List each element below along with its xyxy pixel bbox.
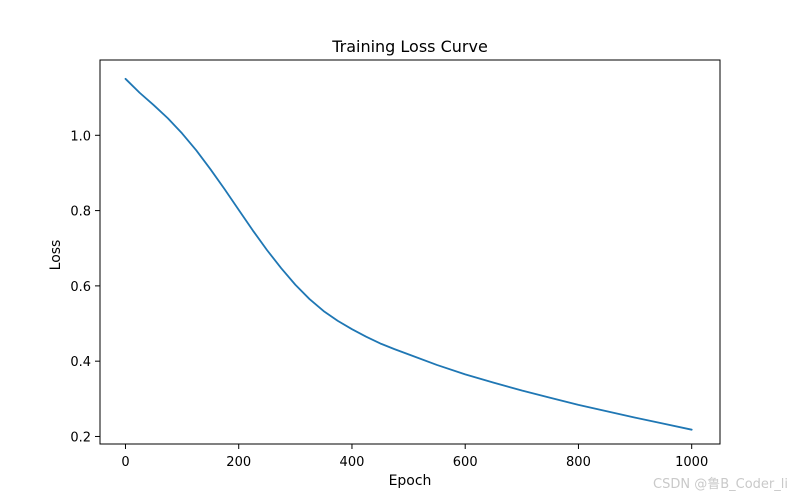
x-tick-label: 400 [340, 455, 365, 470]
x-tick-label: 1000 [675, 455, 708, 470]
watermark: CSDN @鲁B_Coder_li [653, 477, 788, 492]
y-tick-label: 1.0 [70, 129, 91, 144]
chart-title: Training Loss Curve [331, 37, 488, 56]
x-tick-label: 600 [453, 455, 478, 470]
y-tick-label: 0.6 [70, 280, 91, 295]
plot-frame [99, 59, 721, 445]
y-tick-label: 0.2 [70, 430, 91, 445]
y-tick-label: 0.4 [70, 355, 91, 370]
x-tick-label: 0 [121, 455, 129, 470]
y-tick-label: 0.8 [70, 205, 91, 220]
plot-area: 0 200 400 600 800 1000 0.2 0.4 0.6 0.8 1.0 [70, 59, 721, 470]
x-axis-label: Epoch [389, 473, 432, 489]
x-tick-label: 800 [566, 455, 591, 470]
x-tick-label: 200 [226, 455, 251, 470]
y-axis-label: Loss [48, 240, 64, 271]
loss-series-line [124, 77, 693, 431]
